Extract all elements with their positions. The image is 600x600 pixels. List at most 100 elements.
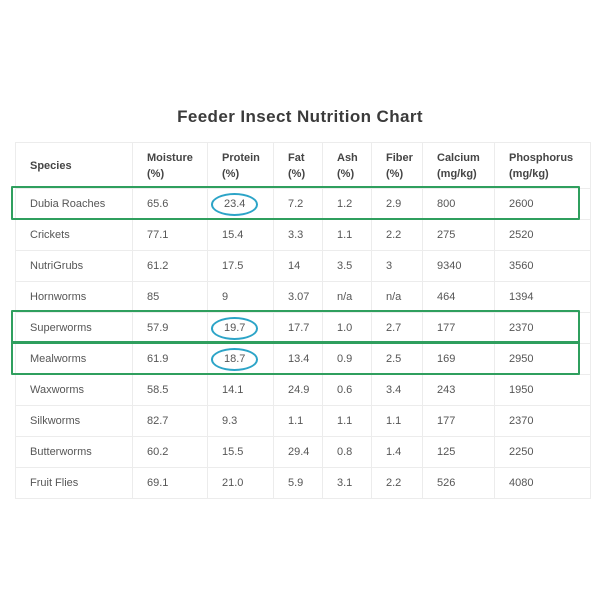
value-cell: 2.2 — [371, 467, 423, 499]
column-unit: (%) — [386, 167, 404, 180]
value-cell: 1.0 — [322, 312, 372, 344]
column-header-phosphorus: Phosphorus (mg/kg) — [494, 142, 591, 189]
value-cell: 1.4 — [371, 436, 423, 468]
value-cell: 125 — [422, 436, 495, 468]
value-cell: 2600 — [494, 188, 591, 220]
table-row-nutrigrubs: NutriGrubs 61.2 17.5 14 3.5 3 9340 3560 — [15, 250, 591, 282]
value-cell: 77.1 — [132, 219, 208, 251]
table-row-butterworms: Butterworms 60.2 15.5 29.4 0.8 1.4 125 2250 — [15, 436, 591, 468]
column-unit: (%) — [222, 167, 240, 180]
value-cell: 1394 — [494, 281, 591, 313]
value-cell: 17.5 — [207, 250, 274, 282]
value-cell: 1.1 — [273, 405, 323, 437]
column-unit: (%) — [337, 167, 355, 180]
column-unit: (%) — [288, 167, 306, 180]
value-highlight-circle: 19.7 — [211, 317, 259, 340]
table-row-hornworms: Hornworms 85 9 3.07 n/a n/a 464 1394 — [15, 281, 591, 313]
value-cell: 464 — [422, 281, 495, 313]
species-cell: Dubia Roaches — [15, 188, 133, 220]
value-cell: 2370 — [494, 405, 591, 437]
value-cell: 29.4 — [273, 436, 323, 468]
value-cell: 2.2 — [371, 219, 423, 251]
value-cell: 60.2 — [132, 436, 208, 468]
value-cell: 3 — [371, 250, 423, 282]
value-cell: 169 — [422, 343, 495, 375]
value-cell: 1.2 — [322, 188, 372, 220]
table-row-waxworms: Waxworms 58.5 14.1 24.9 0.6 3.4 243 1950 — [15, 374, 591, 406]
value-cell: 15.5 — [207, 436, 274, 468]
value-cell: 5.9 — [273, 467, 323, 499]
value-cell: 3.5 — [322, 250, 372, 282]
value-cell: 2370 — [494, 312, 591, 344]
table-row-fruit-flies: Fruit Flies 69.1 21.0 5.9 3.1 2.2 526 4080 — [15, 467, 591, 499]
species-cell: Crickets — [15, 219, 133, 251]
column-label: Moisture — [147, 151, 193, 164]
value-cell: n/a — [371, 281, 423, 313]
value-cell: 2.7 — [371, 312, 423, 344]
value-cell: 1950 — [494, 374, 591, 406]
column-header-fat: Fat (%) — [273, 142, 323, 189]
value-cell: 58.5 — [132, 374, 208, 406]
column-unit: (%) — [147, 167, 165, 180]
value-cell: 4080 — [494, 467, 591, 499]
column-label: Fat — [288, 151, 305, 164]
value-cell: 23.4 — [207, 188, 274, 220]
column-header-species: Species — [15, 142, 133, 189]
species-cell: Waxworms — [15, 374, 133, 406]
column-header-fiber: Fiber (%) — [371, 142, 423, 189]
value-cell: 2250 — [494, 436, 591, 468]
table-row-mealworms: Mealworms 61.9 18.7 13.4 0.9 2.5 169 2950 — [15, 343, 591, 375]
value-cell: 3560 — [494, 250, 591, 282]
value-cell: 3.3 — [273, 219, 323, 251]
column-unit: (mg/kg) — [509, 167, 549, 180]
species-cell: Superworms — [15, 312, 133, 344]
value-cell: 7.2 — [273, 188, 323, 220]
column-label: Fiber — [386, 151, 413, 164]
table-row-crickets: Crickets 77.1 15.4 3.3 1.1 2.2 275 2520 — [15, 219, 591, 251]
column-label: Species — [30, 159, 72, 172]
table-row-silkworms: Silkworms 82.7 9.3 1.1 1.1 1.1 177 2370 — [15, 405, 591, 437]
table-header-row: Species Moisture (%) Protein (%) Fat (%) Ash (%)… — [15, 142, 591, 189]
value-highlight-circle: 18.7 — [211, 348, 259, 371]
value-cell: 2950 — [494, 343, 591, 375]
value-cell: 19.7 — [207, 312, 274, 344]
column-label: Ash — [337, 151, 358, 164]
species-cell: Fruit Flies — [15, 467, 133, 499]
value-cell: 85 — [132, 281, 208, 313]
value-cell: 0.9 — [322, 343, 372, 375]
value-cell: 243 — [422, 374, 495, 406]
value-cell: 177 — [422, 405, 495, 437]
value-cell: 275 — [422, 219, 495, 251]
value-cell: 14.1 — [207, 374, 274, 406]
column-label: Calcium — [437, 151, 480, 164]
value-cell: 61.2 — [132, 250, 208, 282]
value-cell: 2.9 — [371, 188, 423, 220]
value-cell: 2.5 — [371, 343, 423, 375]
value-cell: 3.1 — [322, 467, 372, 499]
value-cell: 177 — [422, 312, 495, 344]
value-cell: 9 — [207, 281, 274, 313]
value-cell: n/a — [322, 281, 372, 313]
page-title: Feeder Insect Nutrition Chart — [177, 107, 423, 126]
value-cell: 69.1 — [132, 467, 208, 499]
species-cell: Butterworms — [15, 436, 133, 468]
species-cell: NutriGrubs — [15, 250, 133, 282]
value-cell: 65.6 — [132, 188, 208, 220]
value-cell: 526 — [422, 467, 495, 499]
value-cell: 1.1 — [322, 219, 372, 251]
value-cell: 1.1 — [322, 405, 372, 437]
value-cell: 13.4 — [273, 343, 323, 375]
value-cell: 15.4 — [207, 219, 274, 251]
value-cell: 0.6 — [322, 374, 372, 406]
value-cell: 3.4 — [371, 374, 423, 406]
value-cell: 3.07 — [273, 281, 323, 313]
value-cell: 61.9 — [132, 343, 208, 375]
column-label: Protein — [222, 151, 260, 164]
column-header-ash: Ash (%) — [322, 142, 372, 189]
column-header-moisture: Moisture (%) — [132, 142, 208, 189]
value-cell: 9.3 — [207, 405, 274, 437]
species-cell: Silkworms — [15, 405, 133, 437]
table-body: Dubia Roaches 65.6 23.4 7.2 1.2 2.9 800 2600 Cri… — [15, 188, 591, 499]
value-cell: 14 — [273, 250, 323, 282]
